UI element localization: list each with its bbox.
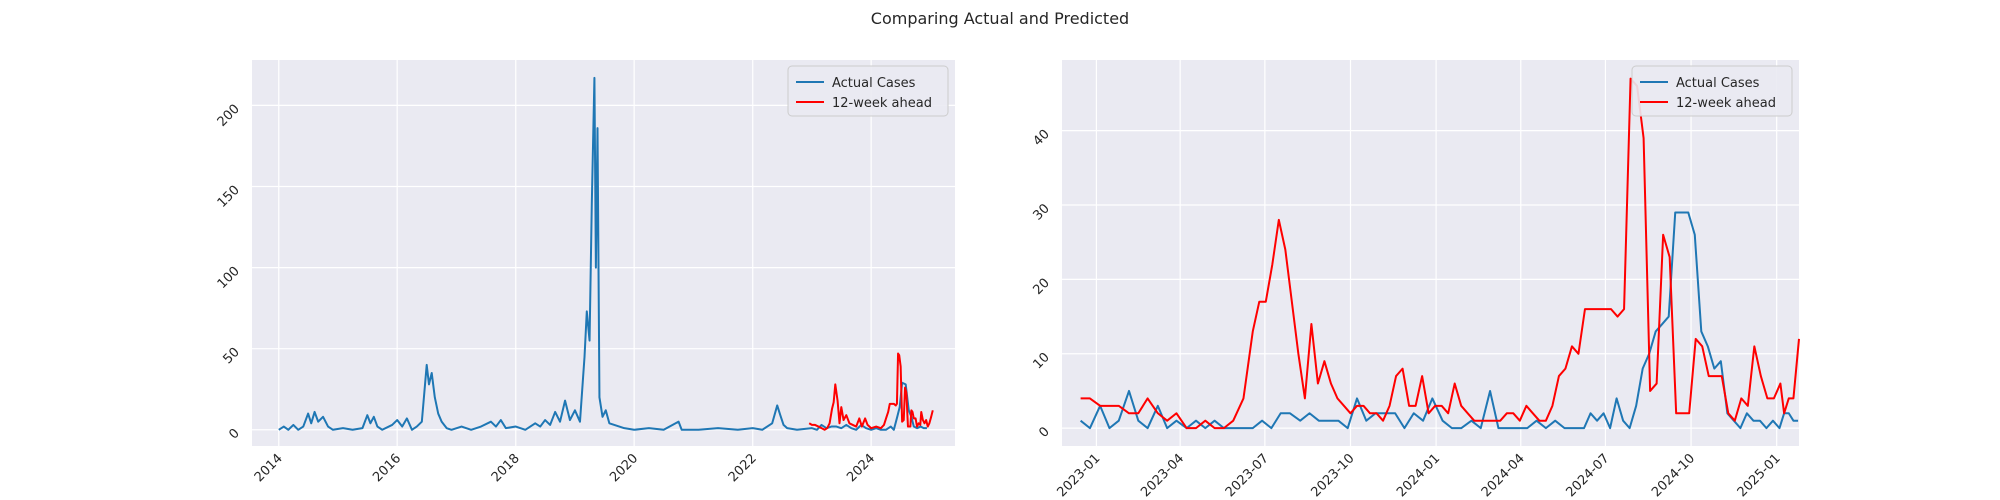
x-tick-label: 2020: [607, 451, 641, 485]
x-tick-label: 2024-07: [1563, 451, 1612, 500]
legend-label: 12-week ahead: [1676, 96, 1776, 111]
x-tick-label: 2023-04: [1138, 451, 1187, 500]
y-tick-label: 20: [1031, 276, 1053, 298]
series-line-actual-cases: [1079, 211, 1799, 430]
legend: [787, 65, 949, 117]
y-tick-label: 0: [1036, 424, 1052, 440]
x-tick-label: 2014: [252, 451, 286, 485]
x-tick-label: 2024-04: [1479, 451, 1528, 500]
y-tick-label: 150: [215, 183, 243, 211]
y-tick-label: 0: [226, 426, 242, 442]
chart-panel-left: 2014 2016 2018 2020 2022 2024 0 50 100 150 200 Actu…: [215, 60, 955, 485]
x-tick-label: 2025-01: [1735, 451, 1784, 500]
chart-panel-right: 2023-01 2023-04 2023-07 2023-10 2024-01 2024-…: [1031, 60, 1800, 500]
x-tick-label: 2016: [370, 451, 404, 485]
x-tick-label: 2022: [726, 451, 760, 485]
y-tick-label: 30: [1031, 201, 1053, 223]
x-tick-label: 2024: [844, 451, 878, 485]
x-tick-label: 2023-07: [1223, 451, 1272, 500]
x-tick-label: 2023-01: [1054, 451, 1103, 500]
y-tick-label: 100: [215, 264, 243, 292]
legend-label: 12-week ahead: [832, 96, 932, 111]
series-line-12-week-ahead: [808, 352, 934, 431]
series-line-12-week-ahead: [1080, 77, 1800, 430]
legend: [1631, 65, 1793, 117]
legend-label: Actual Cases: [1676, 76, 1760, 91]
y-tick-label: 40: [1031, 127, 1053, 149]
plot-area: [1062, 60, 1799, 446]
x-tick-label: 2024-01: [1394, 451, 1443, 500]
x-tick-label: 2023-10: [1309, 451, 1358, 500]
y-tick-label: 200: [215, 102, 243, 130]
legend-label: Actual Cases: [832, 76, 916, 91]
x-tick-label: 2018: [489, 451, 523, 485]
plot-area: [252, 60, 955, 446]
series-line-actual-cases: [278, 76, 927, 431]
figure-title: Comparing Actual and Predicted: [871, 9, 1129, 28]
x-tick-label: 2024-10: [1649, 451, 1698, 500]
y-tick-label: 10: [1031, 350, 1053, 372]
y-tick-label: 50: [221, 345, 243, 367]
